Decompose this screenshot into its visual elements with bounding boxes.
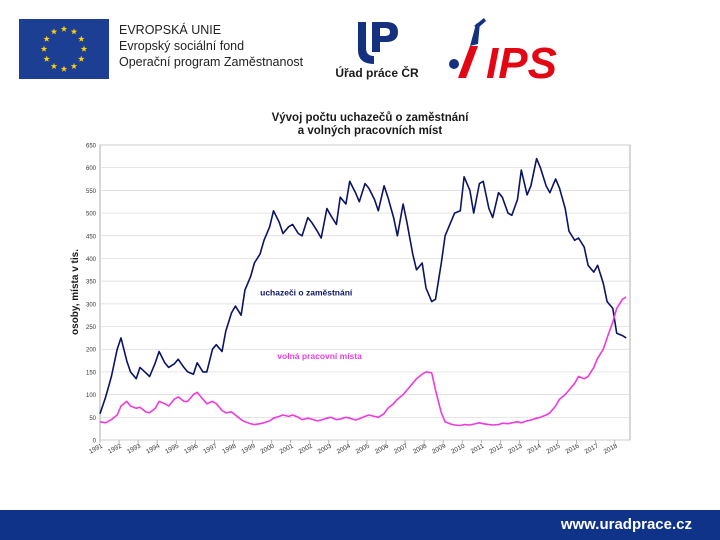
x-tick-label: 2008: [412, 442, 428, 455]
series-label-applicants: uchazeči o zaměstnání: [260, 288, 353, 298]
y-tick-label: 550: [86, 189, 97, 195]
x-tick-label: 2014: [526, 442, 542, 455]
x-tick-label: 2018: [603, 442, 619, 455]
y-tick-label: 450: [86, 234, 97, 240]
line-chart: 050100150200250300350400450500550600650 …: [70, 144, 631, 456]
x-tick-label: 1992: [107, 442, 123, 455]
ips-logo-text: IPS: [486, 39, 557, 82]
eu-star-icon: [78, 35, 85, 42]
eu-star-icon: [78, 55, 85, 62]
eu-star-icon: [60, 65, 68, 72]
eu-flag-logo: [19, 19, 109, 79]
upcr-logo-icon: [358, 22, 398, 64]
x-tick-label: 1999: [240, 442, 256, 455]
ips-figure-icon: [449, 18, 486, 78]
series-line-applicants: [99, 157, 627, 414]
x-tick-label: 1997: [202, 442, 218, 455]
x-tick-label: 2005: [355, 442, 371, 455]
x-tick-label: 2017: [584, 442, 600, 455]
x-tick-labels: 1991 1992 1993 1994 1995 1996 1997 1998 1999 2000…: [88, 440, 619, 456]
chart-title-line-2: a volných pracovních míst: [297, 125, 443, 137]
y-tick-label: 350: [86, 280, 97, 286]
y-tick-label: 150: [86, 370, 97, 376]
y-tick-label: 100: [86, 393, 97, 399]
upcr-label: Úřad práce ČR: [335, 66, 419, 80]
x-tick-label: 1995: [164, 442, 180, 455]
footer-url-link[interactable]: www.uradprace.cz: [560, 516, 692, 533]
eu-text-block: EVROPSKÁ UNIE Evropský sociální fond Ope…: [119, 22, 303, 70]
series-group: [99, 157, 627, 427]
eu-star-icon: [60, 25, 68, 32]
eu-stars-ring: [40, 25, 88, 72]
eu-star-icon: [40, 45, 48, 52]
eu-star-icon: [70, 62, 78, 70]
y-tick-label: 600: [86, 166, 97, 172]
x-tick-label: 2003: [317, 442, 333, 455]
y-tick-label: 250: [86, 325, 97, 331]
x-tick-label: 1993: [126, 442, 142, 455]
x-tick-label: 2001: [279, 442, 295, 455]
eu-star-icon: [50, 62, 58, 70]
annotations-group: uchazeči o zaměstnání volná pracovní míst…: [260, 288, 362, 362]
eu-star-icon: [50, 28, 58, 35]
x-tick-label: 2015: [545, 442, 561, 455]
eu-star-icon: [43, 55, 50, 62]
y-tick-label: 50: [89, 416, 96, 422]
eu-star-icon: [70, 28, 78, 35]
y-tick-label: 200: [86, 348, 97, 354]
chart-title-line-1: Vývoj počtu uchazečů o zaměstnání: [271, 112, 469, 124]
x-tick-label: 2000: [259, 442, 275, 455]
series-label-vacancies: volná pracovní místa: [277, 351, 362, 361]
chart-title: Vývoj počtu uchazečů o zaměstnání a voln…: [250, 112, 490, 138]
x-tick-label: 2016: [564, 442, 580, 455]
y-tick-label: 650: [86, 144, 97, 150]
y-tick-label: 400: [86, 257, 97, 263]
eu-line-3: Operační program Zaměstnanost: [119, 55, 304, 69]
x-tick-label: 2012: [488, 442, 504, 455]
x-tick-label: 2009: [431, 442, 447, 455]
x-tick-label: 2013: [507, 442, 523, 455]
y-tick-label: 300: [86, 302, 97, 308]
y-axis-label: osoby, místa v tis.: [70, 249, 81, 335]
x-tick-label: 1994: [145, 442, 161, 455]
eu-line-2: Evropský sociální fond: [119, 39, 245, 53]
series-line-vacancies: [99, 296, 627, 427]
eu-star-icon: [43, 35, 50, 42]
x-tick-label: 2004: [336, 442, 352, 455]
plot-area: [99, 144, 631, 441]
y-tick-label: 500: [86, 212, 97, 218]
x-tick-label: 2006: [374, 442, 390, 455]
y-tick-labels: 0 50 100 150 200 250 300 350 400 450 500 550 600 650: [86, 144, 97, 445]
x-tick-label: 2007: [393, 442, 409, 455]
x-tick-label: 2002: [298, 442, 314, 455]
x-tick-label: 2010: [450, 442, 466, 455]
footer-bar: www.uradprace.cz: [0, 510, 720, 540]
eu-line-1: EVROPSKÁ UNIE: [119, 23, 222, 37]
eu-star-icon: [80, 45, 88, 52]
x-tick-label: 1998: [221, 442, 237, 455]
x-tick-label: 2011: [470, 442, 486, 455]
x-tick-label: 1991: [88, 442, 104, 455]
x-tick-label: 1996: [183, 442, 199, 455]
y-tick-label: 0: [93, 439, 97, 445]
ips-logo-icon: IPS: [449, 18, 557, 82]
